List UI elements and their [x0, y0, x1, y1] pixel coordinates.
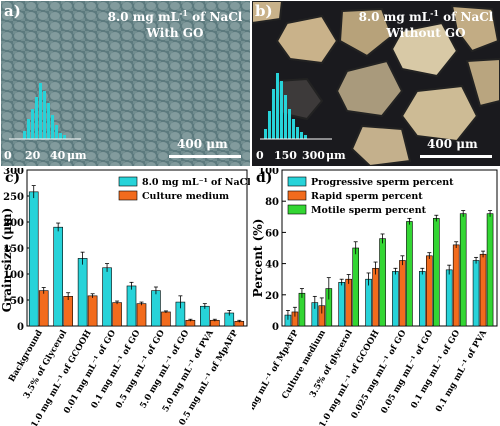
chart-c-ylabel: Grain size (μm) [1, 208, 14, 313]
bar-first-series [472, 260, 480, 327]
bar-third-series [352, 247, 359, 327]
bar-second-series [345, 278, 352, 327]
legend-label: Progressive sperm percent [311, 177, 454, 188]
y-tick-label: 100 [3, 270, 24, 281]
panel-label-a: a) [4, 2, 21, 20]
photo-title-b-line1: 8.0 mg mL-1 of NaCl [358, 8, 494, 24]
bar-third-series [406, 221, 413, 327]
bar-second-series [136, 303, 147, 327]
y-tick-label: 200 [3, 218, 24, 229]
y-tick-label: 150 [3, 244, 24, 255]
y-tick-label: 20 [265, 291, 279, 302]
hist-tick-a-0: 0 [4, 149, 12, 162]
y-tick-label: 80 [265, 197, 279, 208]
bar-third-series [433, 218, 440, 327]
micrograph-without-go: b) 8.0 mg mL-1 of NaCl Without GO 0 150 … [252, 1, 500, 166]
bar-second-series [112, 302, 122, 327]
legend-label: Motile sperm percent [311, 205, 427, 216]
bar-third-series [298, 292, 306, 327]
y-tick-label: 0 [272, 322, 279, 333]
legend-swatch [287, 176, 307, 187]
bar-second-series [38, 290, 49, 327]
bar-first-series [338, 282, 345, 327]
bar-second-series [161, 311, 171, 327]
hist-tick-a-1: 20 [25, 149, 41, 162]
panel-label-b: b) [255, 2, 273, 20]
scale-bar-a [169, 155, 241, 158]
y-tick-label: 40 [265, 260, 279, 271]
y-tick-label: 50 [10, 296, 24, 307]
photo-title-a-line1: 8.0 mg mL-1 of NaCl [107, 8, 243, 24]
panel-label-d: d) [256, 170, 272, 186]
bar-first-series [126, 285, 137, 327]
bar-second-series [399, 260, 406, 327]
plot-frame [281, 169, 498, 327]
x-tick-label: 0.1 mg mL⁻¹ of PVA [434, 328, 489, 414]
bar-second-series [426, 255, 433, 327]
hist-tick-b-1: 150 [274, 149, 297, 162]
hist-tick-b-0: 0 [256, 149, 264, 162]
legend-swatch [287, 204, 307, 215]
bar-first-series [151, 290, 161, 327]
legend-label: Culture medium [142, 191, 229, 202]
bar-first-series [28, 191, 39, 327]
x-tick-label: 0.1 mg mL⁻¹ of GO [409, 328, 462, 410]
photo-title-b: 8.0 mg mL-1 of NaCl Without GO [352, 5, 500, 41]
hist-tick-a-3: μm [67, 149, 87, 162]
bar-first-series [102, 267, 112, 327]
scale-bar-label-a: 400 μm [177, 137, 228, 151]
x-tick-label: 3.5% of Glycerol [22, 328, 70, 401]
micrograph-texture [252, 1, 500, 166]
grain-size-histogram-a [9, 83, 81, 140]
legend-swatch [118, 176, 138, 187]
hist-tick-a-2: 40 [50, 149, 66, 162]
scale-bar-label-b: 400 μm [427, 137, 478, 151]
y-tick-label: 300 [3, 168, 24, 177]
y-tick-label: 60 [265, 228, 279, 239]
bar-second-series [63, 296, 73, 327]
bar-second-series [372, 267, 379, 327]
bar-first-series [419, 271, 426, 327]
grain-size-histogram-b [260, 73, 332, 140]
bar-second-series [87, 295, 98, 327]
legend-swatch [287, 190, 307, 201]
micrograph-texture [1, 1, 250, 166]
scale-bar-b [420, 155, 492, 158]
hist-tick-b-2: 300 [302, 149, 325, 162]
bar-second-series [452, 244, 460, 327]
grain-size-chart: c) Grain size (μm) 050100150200250300Bac… [1, 168, 250, 426]
bar-third-series [459, 213, 467, 327]
bar-third-series [379, 238, 386, 327]
y-tick-label: 250 [3, 192, 24, 203]
bar-first-series [53, 226, 63, 327]
bar-third-series [486, 213, 494, 327]
hist-tick-b-3: μm [326, 149, 346, 162]
x-tick-label: 0.05 mg mL⁻¹ of GO [379, 328, 435, 415]
y-tick-label: 0 [17, 322, 24, 333]
bar-first-series [445, 269, 453, 327]
photo-title-a: 8.0 mg mL-1 of NaCl With GO [101, 5, 249, 41]
bar-first-series [77, 258, 88, 327]
panel-label-c: c) [5, 170, 20, 186]
bar-first-series [200, 305, 210, 327]
bar-second-series [479, 253, 487, 327]
photo-title-b-line2: Without GO [386, 26, 466, 40]
photo-title-a-line2: With GO [146, 26, 204, 40]
bar-first-series [365, 278, 372, 327]
legend-label: 8.0 mg mL⁻¹ of NaCl [142, 177, 250, 188]
y-tick-label: 100 [258, 168, 279, 177]
legend-swatch [118, 190, 138, 201]
bar-first-series [392, 271, 399, 327]
legend-label: Rapid sperm percent [311, 191, 423, 202]
micrograph-with-go: a) 8.0 mg mL-1 of NaCl With GO 0 20 40 μ… [1, 1, 250, 166]
chart-d-ylabel: Percent (%) [252, 219, 265, 298]
